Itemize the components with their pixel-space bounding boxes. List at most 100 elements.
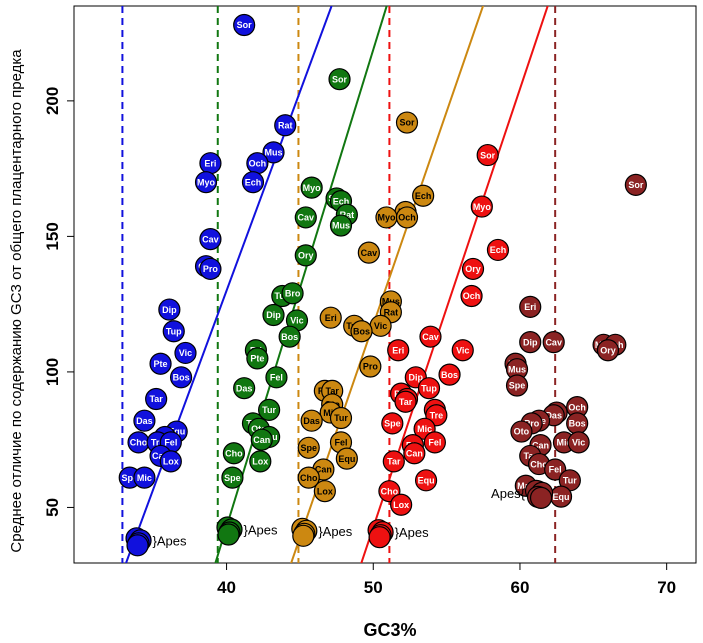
apes-cluster-darkred: Apes{ bbox=[491, 479, 554, 509]
y-tick-label: 200 bbox=[43, 87, 62, 115]
point-orange-Ech: Ech bbox=[412, 184, 435, 207]
point-marker bbox=[199, 257, 222, 281]
point-marker bbox=[233, 377, 256, 400]
point-label: Equ bbox=[418, 476, 435, 486]
point-marker bbox=[199, 227, 222, 251]
ape-point bbox=[217, 523, 240, 546]
point-orange-Tur: Tur bbox=[329, 406, 353, 430]
point-marker bbox=[335, 447, 358, 470]
point-marker bbox=[300, 409, 323, 432]
point-red-Ech: Ech bbox=[486, 238, 510, 262]
point-marker bbox=[246, 347, 269, 370]
point-label: Tar bbox=[524, 451, 538, 461]
point-marker bbox=[329, 214, 353, 237]
point-label: Lox bbox=[393, 500, 409, 510]
point-label: Bos bbox=[281, 332, 298, 342]
point-label: Spe bbox=[384, 419, 401, 429]
point-marker bbox=[249, 450, 272, 473]
point-blue-Bos: Bos bbox=[169, 366, 193, 389]
y-tick-label: 150 bbox=[43, 222, 62, 250]
point-blue-Pte: Pte bbox=[149, 352, 172, 375]
point-label: Mic bbox=[417, 424, 432, 434]
point-label: Mus bbox=[265, 148, 283, 158]
point-marker bbox=[149, 352, 172, 375]
point-blue-Tar: Tar bbox=[145, 387, 168, 411]
point-marker bbox=[403, 442, 426, 465]
ape-point bbox=[126, 534, 149, 557]
point-marker bbox=[417, 377, 441, 400]
point-label: Cav bbox=[545, 337, 562, 347]
point-green-Lox: Lox bbox=[249, 450, 272, 473]
point-green-Tur: Tur bbox=[258, 398, 281, 421]
point-green-Mus: Mus bbox=[329, 214, 353, 237]
point-red-Tar: Tar bbox=[382, 450, 405, 473]
point-green-Cav: Cav bbox=[294, 206, 317, 229]
point-marker bbox=[390, 493, 413, 516]
apes-cluster-orange: }Apes bbox=[291, 517, 353, 547]
point-label: Lox bbox=[252, 457, 268, 467]
point-red-Sor: Sor bbox=[476, 143, 499, 167]
point-label: Das bbox=[136, 416, 153, 426]
point-marker bbox=[174, 341, 197, 365]
point-marker bbox=[133, 409, 156, 432]
point-orange-Och: Och bbox=[395, 206, 419, 229]
point-label: Tar bbox=[399, 397, 413, 407]
point-red-Equ: Equ bbox=[414, 469, 438, 492]
point-label: Tur bbox=[563, 476, 577, 486]
point-marker bbox=[133, 466, 156, 489]
point-label: Sor bbox=[628, 180, 644, 190]
point-marker bbox=[169, 366, 193, 389]
point-label: Mus bbox=[508, 364, 526, 374]
point-orange-Sor: Sor bbox=[395, 111, 419, 134]
point-marker bbox=[438, 363, 461, 386]
point-label: Fel bbox=[428, 438, 441, 448]
point-red-Cav: Cav bbox=[419, 325, 442, 348]
point-marker bbox=[158, 298, 181, 321]
point-label: Tre bbox=[151, 438, 165, 448]
point-marker bbox=[328, 68, 351, 91]
point-label: Das bbox=[545, 410, 562, 420]
ape-point bbox=[529, 486, 553, 509]
point-label: Fel bbox=[164, 438, 177, 448]
point-label: Vic bbox=[572, 438, 585, 448]
apes-cluster-green: }Apes bbox=[216, 516, 278, 546]
apes-cluster-blue: }Apes bbox=[125, 527, 187, 557]
point-label: Ory bbox=[465, 264, 481, 274]
point-green-Pte: Pte bbox=[246, 347, 269, 370]
point-darkred-Tur: Tur bbox=[558, 469, 581, 492]
point-label: Cho bbox=[225, 448, 243, 458]
point-darkred-Eri: Eri bbox=[519, 295, 542, 318]
point-label: Cho bbox=[530, 459, 548, 469]
point-marker bbox=[313, 480, 336, 503]
point-orange-Eri: Eri bbox=[319, 306, 342, 329]
point-label: Fel bbox=[270, 373, 283, 383]
point-marker bbox=[624, 173, 647, 196]
point-label: Ory bbox=[298, 251, 314, 261]
point-label: Tup bbox=[421, 383, 437, 393]
point-marker bbox=[294, 244, 317, 267]
point-marker bbox=[382, 450, 405, 473]
point-label: Ech bbox=[415, 191, 432, 201]
x-tick-label: 50 bbox=[364, 578, 383, 597]
point-red-Lox: Lox bbox=[390, 493, 413, 516]
point-label: Fel bbox=[549, 465, 562, 475]
point-label: Och bbox=[463, 291, 481, 301]
point-label: Cho bbox=[300, 473, 318, 483]
point-orange-Myo: Myo bbox=[375, 206, 398, 229]
point-label: Mic bbox=[323, 408, 338, 418]
point-label: Cav bbox=[361, 248, 378, 258]
point-label: Bos bbox=[173, 373, 190, 383]
point-marker bbox=[596, 339, 620, 362]
point-label: Eri bbox=[204, 158, 216, 168]
point-label: Sor bbox=[332, 74, 348, 84]
point-marker bbox=[274, 114, 297, 137]
point-green-Dip: Dip bbox=[262, 303, 285, 327]
point-orange-Vic: Vic bbox=[369, 314, 392, 337]
point-label: Mic bbox=[137, 473, 152, 483]
point-green-Ory: Ory bbox=[294, 244, 317, 267]
point-marker bbox=[357, 241, 380, 264]
point-darkred-Spe: Spe bbox=[505, 374, 529, 397]
point-label: Vic bbox=[374, 321, 387, 331]
point-label: Cav bbox=[422, 332, 439, 342]
